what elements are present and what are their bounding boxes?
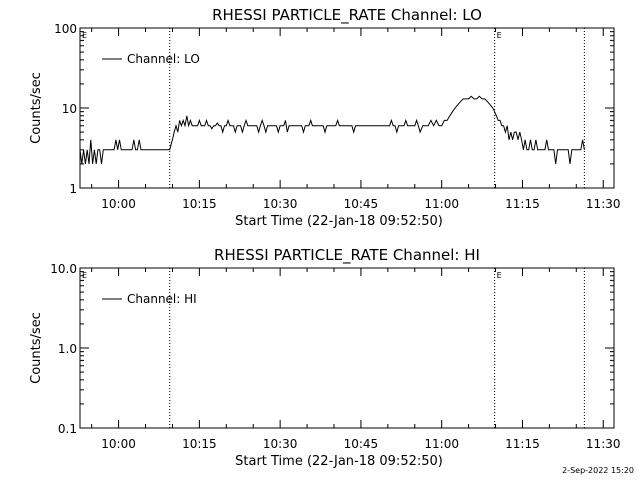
x-tick-label: 10:00 (101, 437, 136, 451)
y-tick-label: 0.1 (58, 422, 77, 436)
legend-label: Channel: LO (127, 52, 200, 66)
panel-lo: RHESSI PARTICLE_RATE Channel: LO Counts/s… (29, 6, 621, 229)
x-tick-label: 11:00 (424, 437, 459, 451)
legend-label: Channel: HI (127, 292, 197, 306)
x-tick-label: 10:15 (182, 437, 217, 451)
x-tick-label: 11:30 (586, 197, 621, 211)
series-line-lo (79, 95, 585, 164)
x-tick-label: 11:00 (424, 197, 459, 211)
y-axis-label: Counts/sec (29, 312, 44, 384)
x-tick-label: 10:45 (344, 437, 379, 451)
panel-hi: RHESSI PARTICLE_RATE Channel: HI Counts/s… (29, 246, 621, 469)
y-axis-label: Counts/sec (29, 72, 44, 144)
x-tick-label: 11:30 (586, 437, 621, 451)
y-tick-label: 100 (54, 22, 77, 36)
y-tick-label: 1.0 (58, 342, 77, 356)
x-tick-label: 10:45 (344, 197, 379, 211)
x-axis-label: Start Time (22-Jan-18 09:52:50) (235, 454, 443, 469)
chart-title: RHESSI PARTICLE_RATE Channel: HI (214, 246, 480, 265)
event-marker-label: E (497, 31, 502, 40)
x-axis-label: Start Time (22-Jan-18 09:52:50) (235, 214, 443, 229)
y-tick-label: 10.0 (50, 262, 77, 276)
x-tick-label: 11:15 (505, 437, 540, 451)
event-marker-label: E (82, 271, 87, 280)
x-tick-label: 11:15 (505, 197, 540, 211)
y-tick-label: 1 (69, 182, 77, 196)
y-tick-label: 10 (62, 102, 77, 116)
x-tick-label: 10:00 (101, 197, 136, 211)
date-stamp: 2-Sep-2022 15:20 (562, 466, 634, 475)
x-tick-label: 10:30 (263, 437, 298, 451)
x-tick-label: 10:15 (182, 197, 217, 211)
chart-title: RHESSI PARTICLE_RATE Channel: LO (212, 6, 482, 25)
event-marker-label: E (497, 271, 502, 280)
event-marker-label: E (82, 31, 87, 40)
x-tick-label: 10:30 (263, 197, 298, 211)
